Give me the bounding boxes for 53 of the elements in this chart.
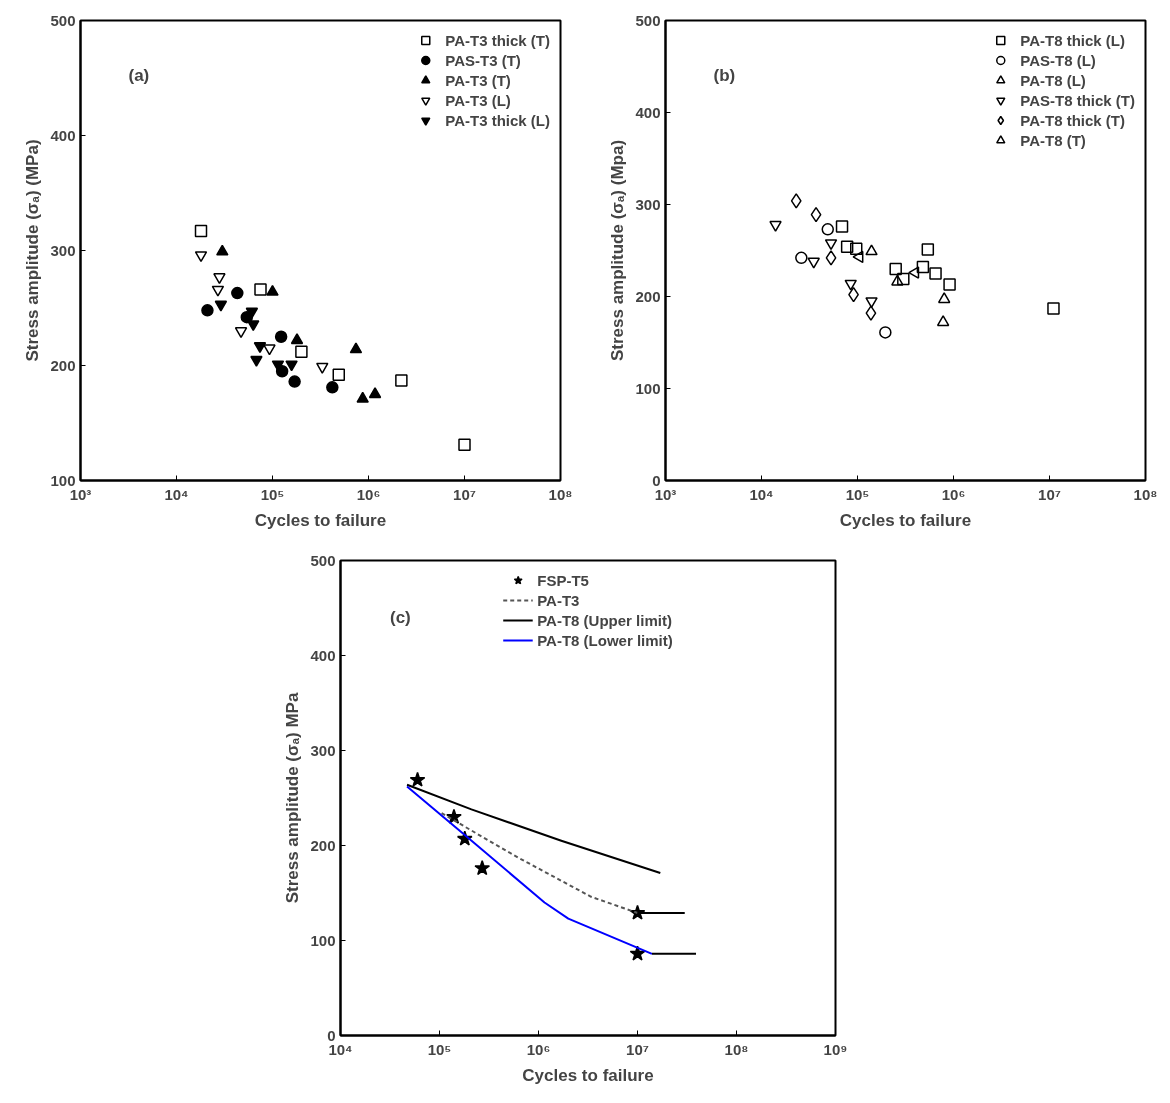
y-tick-label: 400 xyxy=(635,103,661,121)
x-axis-title: Cycles to failure xyxy=(522,1065,654,1085)
x-tick-label: 10⁸ xyxy=(548,485,573,503)
x-tick-label: 10⁶ xyxy=(356,485,381,503)
legend-label: PA-T8 (Lower limit) xyxy=(537,631,673,649)
y-tick-label: 300 xyxy=(635,195,661,213)
x-axis-title: Cycles to failure xyxy=(839,510,972,530)
y-tick-label: 100 xyxy=(310,931,336,949)
legend-label: PA-T3 thick (L) xyxy=(445,111,550,129)
y-tick-label: 200 xyxy=(635,287,661,305)
y-tick-label: 500 xyxy=(50,11,76,29)
x-tick-label: 10⁵ xyxy=(427,1040,452,1058)
y-axis-title: Stress amplitude (σₐ) (Mpa) xyxy=(608,139,628,362)
legend-label: PAS-T8 thick (T) xyxy=(1020,91,1135,109)
y-tick-label: 500 xyxy=(635,11,661,29)
x-tick-label: 10⁸ xyxy=(1133,485,1158,503)
x-tick-label: 10⁴ xyxy=(164,485,189,503)
x-axis-title: Cycles to failure xyxy=(254,510,387,530)
legend-label: PA-T8 thick (L) xyxy=(1020,31,1125,49)
y-tick-label: 400 xyxy=(50,126,76,144)
x-tick-label: 10⁹ xyxy=(823,1040,848,1058)
x-tick-label: 10⁷ xyxy=(626,1040,649,1058)
y-tick-label: 400 xyxy=(310,646,336,664)
annotation: (c) xyxy=(390,608,411,627)
y-tick-label: 300 xyxy=(310,741,336,759)
y-tick-label: 500 xyxy=(310,551,336,569)
x-tick-label: 10⁸ xyxy=(724,1040,749,1058)
legend-label: PA-T8 (Upper limit) xyxy=(537,611,672,629)
y-tick-label: 100 xyxy=(635,379,661,397)
annotation: (a) xyxy=(128,65,150,85)
legend-label: PAS-T8 (L) xyxy=(1020,51,1096,69)
x-tick-label: 10⁴ xyxy=(749,485,774,503)
y-tick-label: 300 xyxy=(50,241,76,259)
x-tick-label: 10⁶ xyxy=(526,1040,551,1058)
x-tick-label: 10⁵ xyxy=(845,485,870,503)
legend-label: PA-T3 xyxy=(537,591,580,609)
legend-label: PA-T3 (T) xyxy=(445,71,511,89)
annotation: (b) xyxy=(713,65,736,85)
legend-label: PA-T8 (T) xyxy=(1020,131,1086,149)
y-axis-title: Stress amplitude (σₐ) MPa xyxy=(283,692,303,904)
x-tick-label: 10⁷ xyxy=(1038,485,1061,503)
legend-label: PA-T8 thick (T) xyxy=(1020,111,1125,129)
y-axis-title: Stress amplitude (σₐ) (MPa) xyxy=(23,139,43,362)
y-tick-label: 200 xyxy=(50,356,76,374)
x-tick-label: 10⁵ xyxy=(260,485,285,503)
legend-label: PA-T8 (L) xyxy=(1020,71,1086,89)
y-tick-label: 200 xyxy=(310,836,336,854)
legend-label: PA-T3 thick (T) xyxy=(445,31,550,49)
legend-label: FSP-T5 xyxy=(537,571,589,589)
legend-label: PA-T3 (L) xyxy=(445,91,511,109)
legend-label: PAS-T3 (T) xyxy=(445,51,521,69)
x-tick-label: 10⁶ xyxy=(941,485,966,503)
x-tick-label: 10⁷ xyxy=(453,485,476,503)
